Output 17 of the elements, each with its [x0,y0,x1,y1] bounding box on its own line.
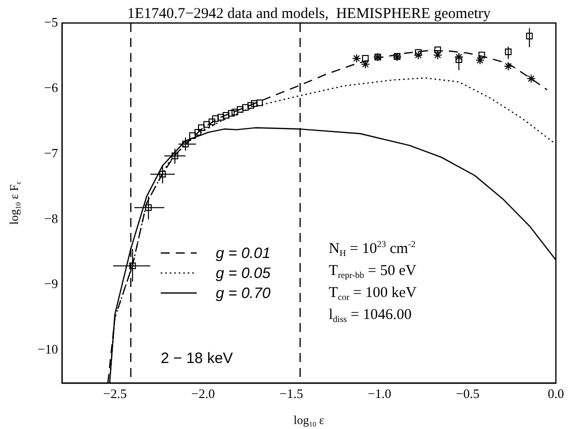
y-tick-label: −8 [44,210,58,226]
y-tick-label: −5 [44,14,58,30]
x-tick-label: −0.5 [456,386,480,402]
y-tick-label: −10 [38,342,58,357]
chart-title: 1E1740.7−2942 data and models, HEMISPHERE geometry [127,6,492,22]
x-tick-label: −1.5 [280,386,304,402]
legend-label: g = 0.70 [216,285,272,302]
x-tick-label: −2.0 [191,386,215,402]
y-tick-label: −7 [44,145,58,160]
y-tick-label: −6 [44,80,58,95]
y-tick-label: −9 [44,276,58,292]
legend-label: g = 0.05 [216,265,272,282]
annotation: 2 − 18 keV [160,350,233,367]
x-tick-label: −1.0 [368,386,392,402]
x-tick-label: 0.0 [548,386,564,402]
legend-label: g = 0.01 [216,245,270,262]
x-tick-label: −2.5 [103,386,127,402]
